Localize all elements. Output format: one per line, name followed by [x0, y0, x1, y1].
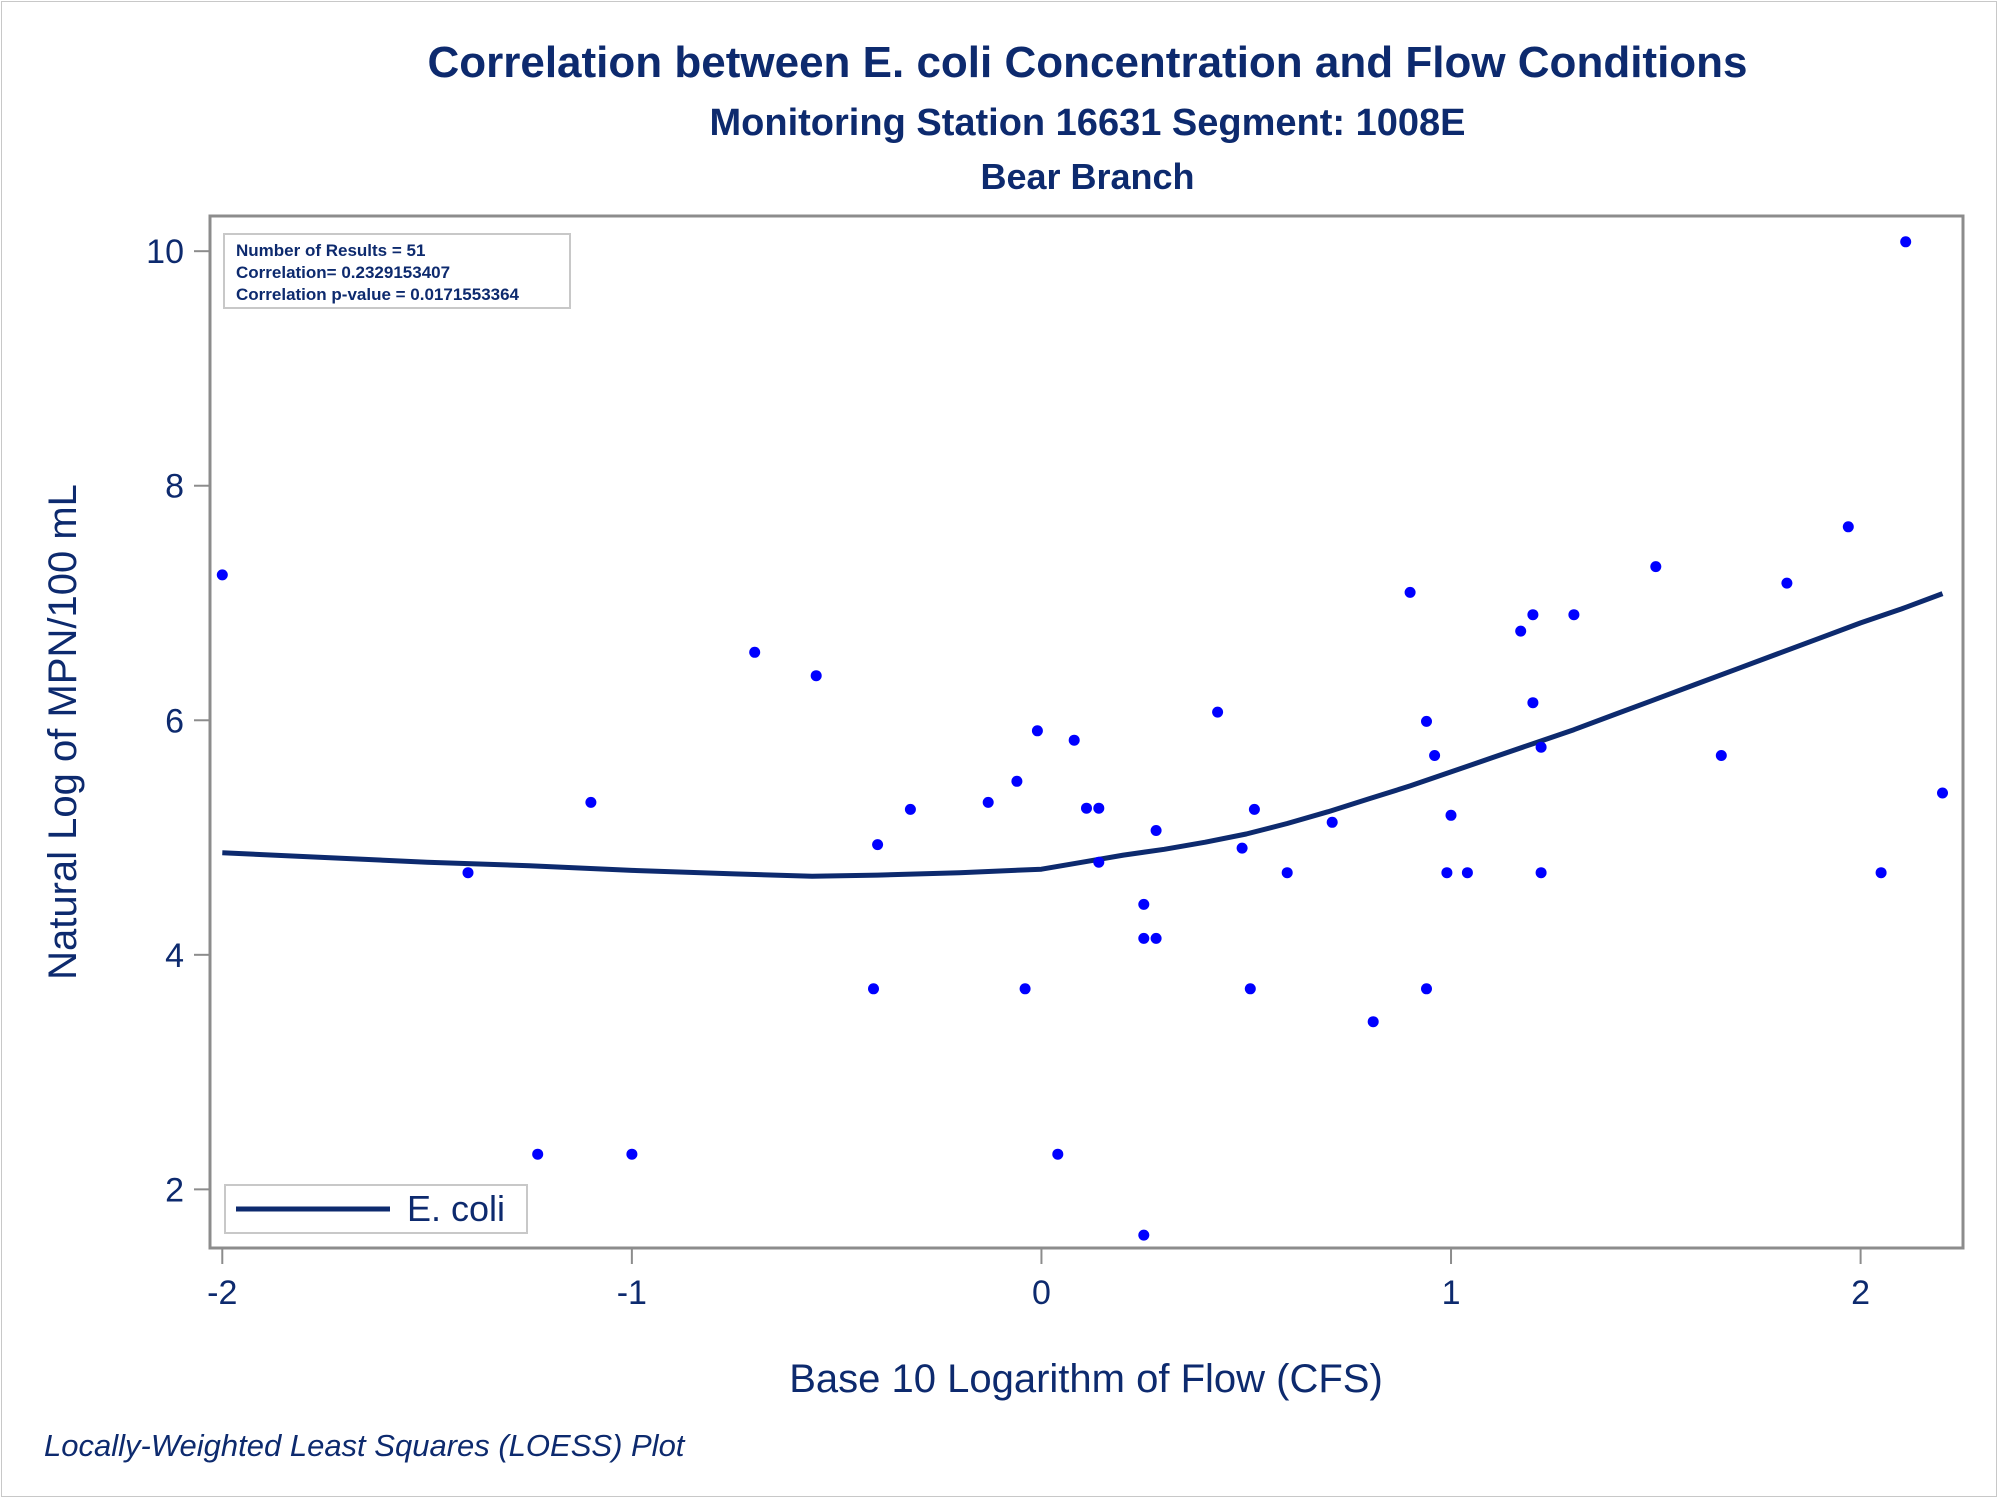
y-tick-label: 8 [165, 468, 184, 506]
y-axis-label: Natural Log of MPN/100 mL [41, 484, 85, 980]
data-point [1093, 856, 1105, 868]
stats-correlation: Correlation= 0.2329153407 [236, 263, 450, 282]
data-point [1429, 750, 1441, 761]
data-point [868, 983, 879, 995]
data-point [1781, 577, 1793, 589]
data-point [1052, 1148, 1064, 1160]
data-point [1081, 802, 1092, 814]
x-axis-label: Base 10 Logarithm of Flow (CFS) [789, 1357, 1383, 1401]
data-point [626, 1148, 638, 1160]
x-tick-label: 0 [1032, 1274, 1051, 1312]
data-point [1011, 775, 1023, 787]
data-point [1527, 609, 1539, 621]
data-point [1650, 561, 1662, 573]
y-tick-label: 2 [165, 1171, 184, 1209]
plot-area [208, 214, 1965, 1250]
stats-results-count: Number of Results = 51 [236, 241, 425, 260]
data-point [1535, 867, 1547, 879]
data-point [1281, 867, 1293, 879]
data-point [904, 803, 916, 815]
chart-subtitle-2: Bear Branch [980, 156, 1195, 197]
data-point [1568, 609, 1580, 621]
legend: E. coli [224, 1184, 528, 1234]
data-point [1441, 867, 1453, 879]
data-point [1150, 932, 1162, 944]
x-tick-label: -1 [617, 1274, 647, 1312]
data-point [1445, 809, 1457, 821]
data-point [1421, 983, 1432, 995]
data-point [1937, 787, 1948, 799]
data-point [462, 867, 474, 879]
data-point [1461, 867, 1473, 879]
data-point [810, 670, 822, 682]
y-tick-label: 6 [165, 702, 184, 740]
data-point [872, 839, 884, 851]
y-tick-label: 4 [165, 937, 184, 975]
data-point [1093, 802, 1105, 814]
data-point [1068, 734, 1080, 746]
data-point [1535, 741, 1547, 753]
x-tick-label: 1 [1442, 1274, 1461, 1312]
data-point [1138, 1229, 1150, 1241]
y-tick-label: 10 [146, 233, 184, 271]
data-point [1248, 803, 1260, 815]
x-tick-label: -2 [207, 1274, 237, 1312]
data-point [1031, 725, 1043, 737]
stats-p-value: Correlation p-value = 0.0171553364 [236, 285, 520, 304]
data-point [216, 569, 228, 581]
footnote: Locally-Weighted Least Squares (LOESS) P… [44, 1428, 685, 1463]
data-point [532, 1148, 544, 1160]
chart-title: Correlation between E. coli Concentratio… [427, 38, 1748, 87]
data-point [1212, 706, 1224, 718]
data-point [1019, 983, 1031, 995]
data-point [1404, 586, 1416, 598]
data-point [1326, 816, 1338, 828]
data-point [1875, 867, 1887, 879]
data-point [1715, 750, 1727, 761]
data-point [1527, 697, 1539, 709]
data-point [749, 646, 761, 658]
data-point [1236, 842, 1248, 854]
data-point [1244, 983, 1256, 995]
data-point [1515, 625, 1527, 637]
data-point [1842, 521, 1854, 533]
data-point [1421, 715, 1432, 727]
legend-label-ecoli: E. coli [407, 1188, 505, 1229]
stats-box-frame [223, 233, 571, 309]
stats-box: Number of Results = 51 Correlation= 0.23… [223, 233, 571, 309]
data-point [585, 796, 597, 808]
loess-curve [222, 591, 1944, 879]
loess-curve-layer [222, 591, 1944, 879]
data-point [1138, 932, 1150, 944]
data-point [1150, 825, 1162, 836]
data-point [1367, 1016, 1379, 1028]
x-axis: -2 -1 0 1 2 [207, 1248, 1870, 1312]
y-axis: 2 4 6 8 10 [146, 233, 210, 1209]
data-point [982, 796, 994, 808]
chart-subtitle: Monitoring Station 16631 Segment: 1008E [709, 102, 1466, 144]
data-point [1138, 898, 1150, 910]
x-tick-label: 2 [1851, 1274, 1870, 1312]
points-layer [216, 236, 1948, 1241]
data-point [1900, 236, 1912, 248]
